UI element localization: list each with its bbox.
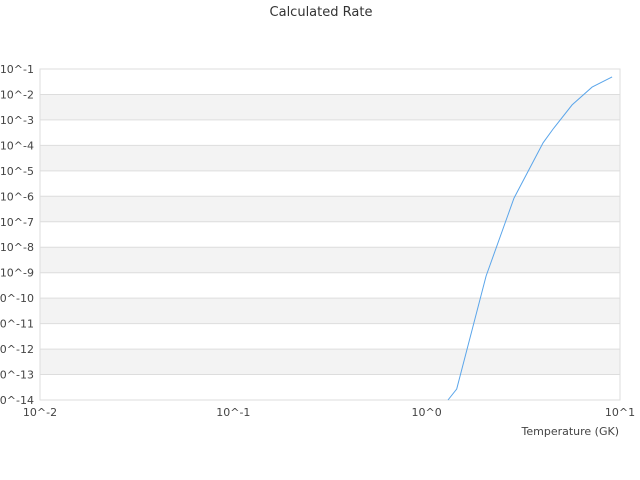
plot-area-border — [39, 68, 621, 401]
y-tick-label: 10^-1 — [0, 63, 34, 76]
y-tick-label: 10^-6 — [0, 190, 34, 203]
plot-band — [40, 349, 620, 375]
y-tick-label: 10^-8 — [0, 241, 34, 254]
x-tick-label: 10^-2 — [23, 406, 57, 419]
y-tick-label: 10^-4 — [0, 139, 34, 152]
plot-band — [40, 196, 620, 222]
plot-band — [40, 94, 620, 120]
y-tick-label: 10^-2 — [0, 88, 34, 101]
y-tick-label: 10^-7 — [0, 216, 34, 229]
chart-title: Calculated Rate — [270, 5, 373, 20]
y-axis: 10^-1 10^-2 10^-3 10^-4 10^-5 10^-6 10^-7 10^-8… — [0, 63, 34, 407]
plot-band — [40, 247, 620, 273]
y-tick-label: 10^-14 — [0, 394, 34, 407]
y-tick-label: 10^-5 — [0, 165, 34, 178]
plot-band — [40, 298, 620, 324]
y-tick-label: 10^-13 — [0, 369, 34, 382]
x-tick-label: 10^-1 — [216, 406, 250, 419]
y-tick-label: 10^-12 — [0, 343, 34, 356]
y-tick-label: 10^-11 — [0, 318, 34, 331]
x-axis: 10^-2 10^-1 10^0 10^1 — [23, 406, 635, 419]
plot-band — [40, 145, 620, 171]
x-tick-label: 10^0 — [412, 406, 442, 419]
x-tick-label: 10^1 — [605, 406, 635, 419]
plot-bands — [40, 94, 620, 375]
series-line — [447, 76, 613, 401]
series — [447, 76, 613, 401]
y-tick-label: 10^-10 — [0, 292, 34, 305]
y-tick-label: 10^-3 — [0, 114, 34, 127]
x-axis-label: Temperature (GK) — [521, 425, 620, 438]
y-tick-label: 10^-9 — [0, 267, 34, 280]
